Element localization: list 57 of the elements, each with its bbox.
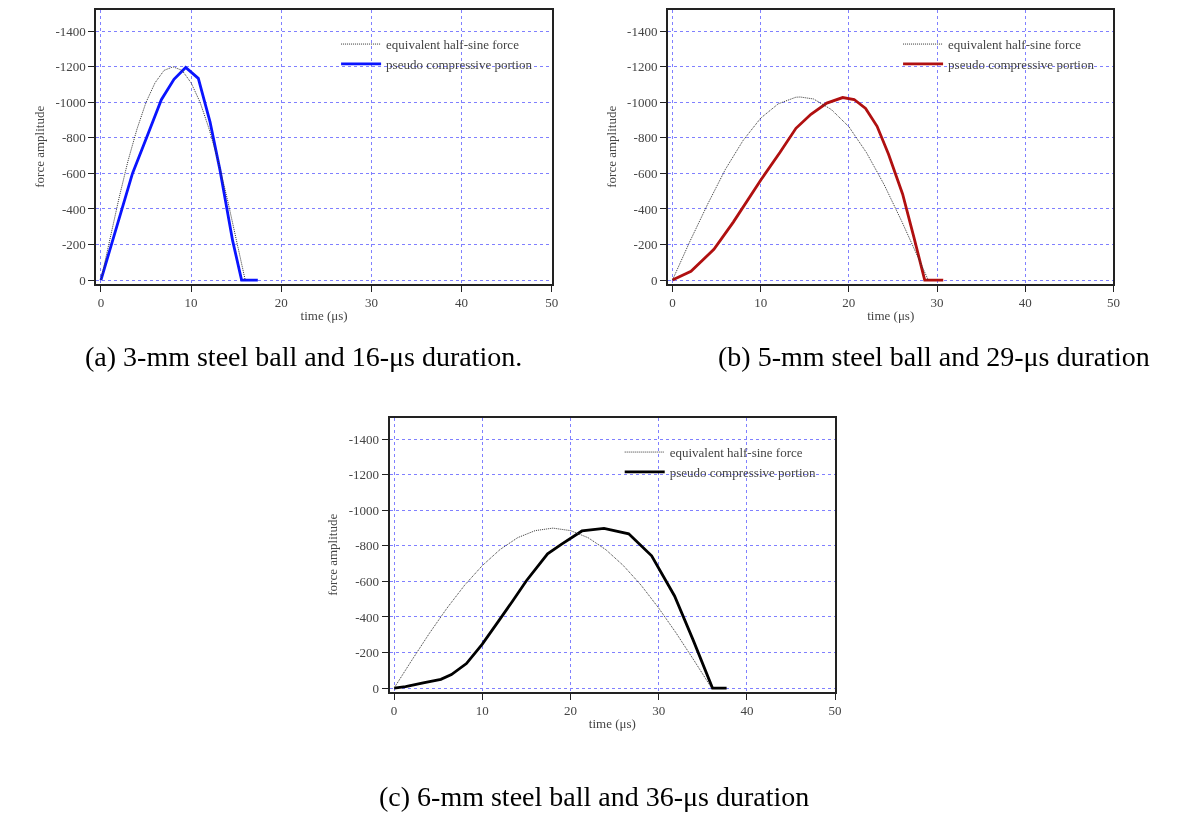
y-tick-label: -1200 [55, 59, 86, 75]
x-tick-label: 30 [930, 295, 944, 311]
x-axis-title: time (μs) [300, 308, 348, 324]
x-tick-label: 30 [364, 295, 378, 311]
y-axis-title: force amplitude [325, 513, 341, 596]
x-tick-label: 10 [184, 295, 198, 311]
y-tick-label: -1200 [627, 59, 658, 75]
x-axis-title: time (μs) [588, 716, 636, 732]
x-tick-label: 20 [564, 703, 577, 719]
x-tick-label: 0 [669, 295, 676, 311]
y-tick-label: -600 [633, 165, 658, 181]
y-tick-label: -1000 [348, 502, 380, 518]
text: (c) 6-mm steel ball and 36-μs duration [379, 781, 810, 812]
legend-label: equivalent half-sine force [669, 445, 803, 461]
x-tick-label: 30 [652, 703, 666, 719]
y-tick-label: -200 [61, 237, 86, 253]
y-tick-label: -400 [61, 201, 86, 217]
y-tick-label: -1200 [348, 467, 380, 483]
y-tick-label: -200 [633, 237, 658, 253]
y-tick-label: -1400 [348, 431, 380, 447]
x-tick-label: 40 [1018, 295, 1032, 311]
y-tick-label: 0 [650, 272, 658, 288]
y-tick-label: -800 [61, 130, 86, 146]
x-tick-label: 10 [754, 295, 768, 311]
y-tick-label: -400 [633, 201, 658, 217]
x-tick-label: 40 [740, 703, 754, 719]
x-tick-label: 50 [545, 295, 559, 311]
y-tick-label: -800 [355, 538, 380, 554]
y-tick-label: 0 [372, 680, 380, 696]
legend-label: pseudo compressive portion [948, 57, 1095, 73]
y-tick-label: -600 [355, 573, 380, 589]
legend-label: pseudo compressive portion [669, 465, 817, 481]
x-tick-label: 40 [455, 295, 469, 311]
y-tick-label: -400 [355, 609, 380, 625]
legend-label: equivalent half-sine force [948, 37, 1082, 53]
x-tick-label: 20 [842, 295, 856, 311]
y-tick-label: 0 [79, 272, 86, 288]
legend-label: equivalent half-sine force [386, 37, 520, 53]
x-tick-label: 50 [1106, 295, 1120, 311]
y-axis-title: force amplitude [603, 105, 619, 188]
y-tick-label: -1000 [55, 94, 86, 110]
x-tick-label: 10 [475, 703, 489, 719]
y-tick-label: -1400 [627, 23, 658, 39]
text: (b) 5-mm steel ball and 29-μs duration [718, 341, 1150, 372]
y-tick-label: -800 [633, 130, 658, 146]
x-tick-label: 50 [828, 703, 842, 719]
text: (a) 3-mm steel ball and 16-μs duration. [85, 341, 523, 372]
y-tick-label: -1400 [55, 23, 86, 39]
x-tick-label: 0 [97, 295, 105, 311]
x-tick-label: 0 [390, 703, 398, 719]
y-tick-label: -200 [355, 645, 380, 661]
legend-label: pseudo compressive portion [386, 57, 533, 73]
y-tick-label: -1000 [627, 94, 658, 110]
x-tick-label: 20 [274, 295, 288, 311]
y-axis-title: force amplitude [31, 105, 47, 188]
y-tick-label: -600 [61, 165, 86, 181]
x-axis-title: time (μs) [867, 308, 915, 324]
